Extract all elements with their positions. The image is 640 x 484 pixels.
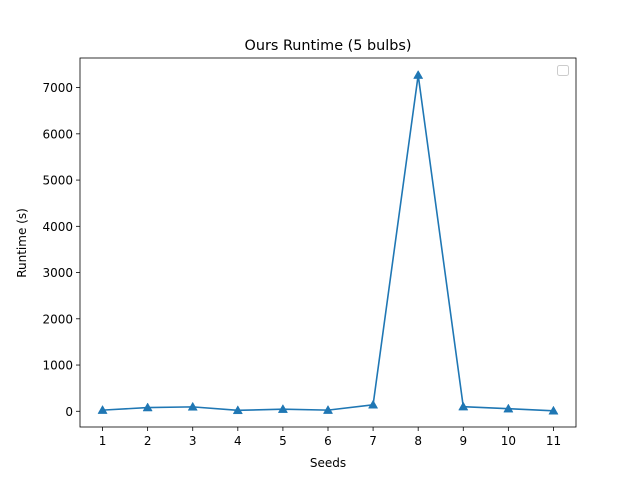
y-tick-label: 7000 <box>42 81 73 95</box>
data-point-7 <box>368 399 379 409</box>
y-tick-label: 4000 <box>42 220 73 234</box>
data-point-4 <box>232 405 243 415</box>
x-tick-label: 6 <box>324 434 332 448</box>
data-point-6 <box>322 405 334 414</box>
x-tick-label: 4 <box>234 434 242 448</box>
y-axis-label: Runtime (s) <box>15 208 29 278</box>
data-point-10 <box>503 403 514 413</box>
x-tick-label: 8 <box>414 434 422 448</box>
data-point-9 <box>458 401 469 411</box>
y-tick-label: 3000 <box>42 266 73 280</box>
data-point-5 <box>277 404 288 413</box>
plot-area: 1 2 3 4 5 6 7 8 9 10 11 0 1000 2000 3000 4000 5000 6000 70… <box>42 57 577 448</box>
plot-frame <box>79 57 577 428</box>
y-tick-label: 5000 <box>42 174 73 188</box>
x-tick-label: 2 <box>144 434 152 448</box>
x-tick-label: 3 <box>189 434 197 448</box>
x-tick-label: 1 <box>99 434 107 448</box>
data-point-8 <box>413 70 424 79</box>
x-tick-label: 9 <box>459 434 467 448</box>
x-tick-label: 10 <box>501 434 516 448</box>
legend-box <box>557 65 569 76</box>
data-point-11 <box>548 405 559 415</box>
data-point-1 <box>97 405 108 414</box>
y-tick-label: 2000 <box>42 312 73 326</box>
chart-title: Ours Runtime (5 bulbs) <box>245 38 412 54</box>
data-point-2 <box>142 402 153 412</box>
x-axis-label: Seeds <box>310 456 346 470</box>
y-tick-label: 6000 <box>42 127 73 141</box>
x-tick-label: 11 <box>546 434 561 448</box>
y-tick-label: 1000 <box>42 359 73 373</box>
y-tick-label: 0 <box>65 405 73 419</box>
data-point-3 <box>187 401 198 411</box>
x-tick-label: 7 <box>369 434 377 448</box>
x-tick-label: 5 <box>279 434 287 448</box>
